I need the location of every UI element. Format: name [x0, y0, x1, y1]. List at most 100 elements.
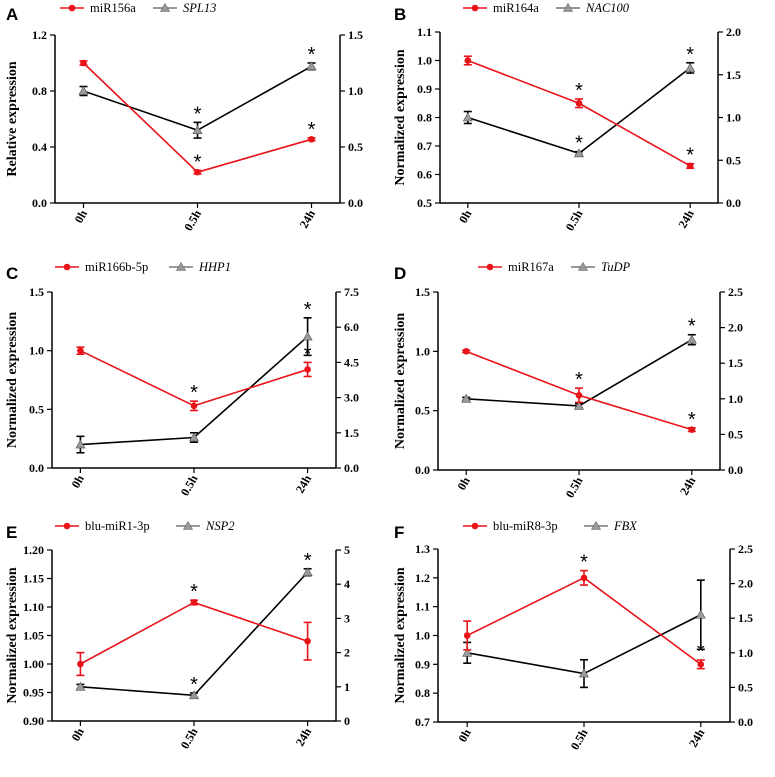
- significance-star: *: [575, 133, 583, 155]
- x-tick-label: 0h: [69, 725, 88, 743]
- legend-label: SPL13: [183, 1, 216, 15]
- left-tick-label: 1.10: [23, 600, 44, 614]
- x-tick-label: 0.5h: [178, 725, 201, 751]
- right-tick-label: 1.0: [728, 392, 743, 406]
- left-tick-label: 0.5: [415, 404, 430, 418]
- legend-marker-triangle: [562, 2, 574, 12]
- right-tick-label: 5: [344, 543, 350, 557]
- series-line: [80, 601, 308, 665]
- left-tick-label: 0.7: [417, 139, 432, 153]
- left-tick-label: 1.3: [415, 542, 430, 556]
- y-axis-label: Normalized expression: [5, 567, 20, 703]
- significance-star: *: [190, 581, 198, 603]
- data-point-circle: [463, 632, 471, 639]
- legend-marker-circle: [471, 522, 479, 530]
- right-tick-label: 2.0: [726, 25, 741, 39]
- legend-label: HHP1: [198, 260, 231, 274]
- right-tick-label: 2.0: [728, 321, 743, 335]
- right-tick-label: 0.0: [738, 715, 753, 729]
- x-tick-label: 24h: [293, 472, 315, 495]
- right-tick-label: 7.5: [344, 285, 359, 299]
- data-point-triangle: [302, 331, 313, 341]
- right-tick-label: 1.5: [738, 611, 753, 625]
- legend-marker-circle: [471, 4, 479, 12]
- panel-label: A: [6, 5, 18, 24]
- data-point-triangle: [306, 61, 317, 71]
- panel-label: B: [394, 5, 406, 24]
- legend-marker-triangle: [159, 2, 171, 12]
- data-point-circle: [304, 366, 311, 373]
- right-tick-label: 1.5: [344, 426, 359, 440]
- data-point-circle: [688, 426, 696, 433]
- legend-label: blu-miR1-3p: [85, 519, 150, 533]
- chart-panel-B: B 0.5 0.6 0.7 0.8 0.9 1.0 1.1 0.0 0.5 1.0 1.5 2.0 0h 0…: [388, 0, 775, 258]
- left-tick-label: 1.0: [415, 344, 430, 358]
- chart-panel-D: D 0.0 0.5 1.0 1.5 0.0 0.5 1.0 1.5 2.0 2.5 0h 0.5h 24h…: [388, 259, 775, 517]
- chart-panel-A: A 0.0 0.4 0.8 1.2 0.0 0.5 1.0 1.5 0h 0.5h 24h Relati…: [0, 0, 387, 258]
- legend-marker-triangle: [577, 261, 589, 271]
- legend-marker-circle: [68, 4, 76, 12]
- x-tick-label: 0h: [72, 207, 91, 225]
- significance-star: *: [190, 674, 198, 696]
- y-axis-label: Normalized expression: [393, 313, 408, 449]
- data-point-circle: [462, 348, 470, 355]
- y-axis-label: Normalized expression: [393, 567, 408, 703]
- legend-label: miR167a: [508, 260, 554, 274]
- data-point-triangle: [685, 62, 696, 72]
- right-tick-label: 1.5: [726, 68, 741, 82]
- significance-star: *: [308, 119, 316, 141]
- y-axis-label: Normalized expression: [393, 49, 408, 185]
- left-tick-label: 1.1: [415, 600, 430, 614]
- panel-label: F: [394, 523, 404, 542]
- data-point-circle: [697, 661, 705, 668]
- legend-label: FBX: [613, 519, 638, 533]
- x-tick-label: 0h: [456, 207, 475, 225]
- data-point-triangle: [75, 681, 86, 691]
- panel-label: E: [6, 523, 17, 542]
- left-tick-label: 1.20: [23, 543, 44, 557]
- data-point-triangle: [188, 690, 200, 700]
- legend-label: miR166b-5p: [85, 260, 148, 274]
- left-tick-label: 1.5: [415, 285, 430, 299]
- right-tick-label: 4.5: [344, 355, 359, 369]
- x-tick-label: 0.5h: [178, 472, 201, 498]
- right-tick-label: 3.0: [344, 391, 359, 405]
- chart-panel-E: E 0.90 0.95 1.00 1.05 1.10 1.15 1.20 0 1 2 3 4 5 0h 0.5…: [0, 518, 387, 777]
- significance-star: *: [688, 409, 696, 431]
- data-point-circle: [575, 99, 583, 107]
- right-tick-label: 1.0: [726, 111, 741, 125]
- significance-star: *: [304, 550, 312, 572]
- left-tick-label: 0.9: [415, 657, 430, 671]
- data-point-circle: [194, 168, 201, 176]
- chart-svg: D 0.0 0.5 1.0 1.5 0.0 0.5 1.0 1.5 2.0 2.5 0h 0.5h 24h…: [393, 260, 743, 500]
- chart-svg: B 0.5 0.6 0.7 0.8 0.9 1.0 1.1 0.0 0.5 1.0 1.5 2.0 0h 0…: [393, 1, 741, 233]
- data-point-triangle: [578, 668, 590, 678]
- significance-star: *: [194, 152, 202, 174]
- data-point-triangle: [686, 334, 697, 344]
- right-tick-label: 0.5: [348, 140, 363, 154]
- legend-label: blu-miR8-3p: [493, 519, 558, 533]
- data-point-circle: [190, 402, 198, 410]
- data-point-circle: [77, 347, 84, 354]
- left-tick-label: 0.9: [417, 82, 432, 96]
- legend-marker-triangle: [175, 261, 187, 271]
- right-tick-label: 6.0: [344, 320, 359, 334]
- right-tick-label: 2.5: [728, 285, 743, 299]
- left-tick-label: 1.5: [29, 285, 44, 299]
- data-point-triangle: [573, 400, 585, 410]
- significance-star: *: [686, 44, 694, 66]
- right-tick-label: 0.5: [726, 153, 741, 167]
- left-tick-label: 1.2: [32, 28, 47, 42]
- left-tick-label: 1.00: [23, 657, 44, 671]
- data-point-circle: [686, 162, 694, 170]
- left-tick-label: 0.8: [417, 111, 432, 125]
- x-tick-label: 0.5h: [563, 207, 586, 233]
- data-point-circle: [77, 660, 84, 668]
- panel-label: C: [6, 264, 18, 283]
- significance-star: *: [580, 552, 588, 574]
- left-tick-label: 0.0: [29, 461, 44, 475]
- right-tick-label: 1: [344, 680, 350, 694]
- chart-svg: F 0.7 0.8 0.9 1.0 1.1 1.2 1.3 0.0 0.5 1.0 1.5 2.0 2.5…: [393, 519, 753, 752]
- left-tick-label: 0.95: [23, 686, 44, 700]
